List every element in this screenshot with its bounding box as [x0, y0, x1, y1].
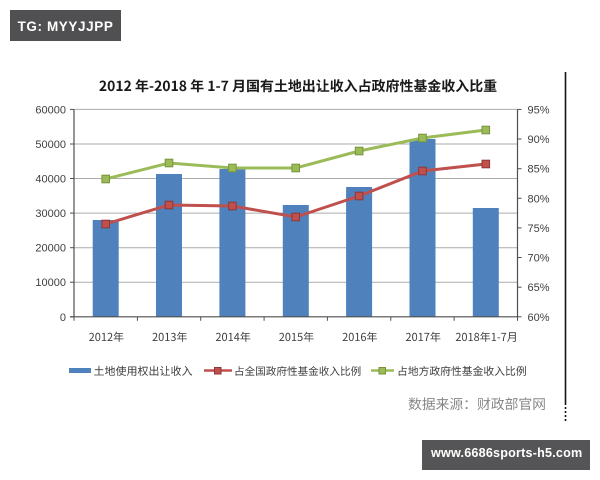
svg-text:30000: 30000	[35, 208, 66, 220]
svg-text:80%: 80%	[528, 193, 550, 205]
svg-text:60%: 60%	[528, 312, 550, 324]
svg-text:50000: 50000	[35, 139, 66, 151]
svg-text:40000: 40000	[35, 174, 66, 186]
svg-text:85%: 85%	[528, 164, 550, 176]
svg-text:20000: 20000	[35, 243, 66, 255]
svg-text:70%: 70%	[528, 253, 550, 265]
svg-text:75%: 75%	[528, 223, 550, 235]
svg-text:10000: 10000	[35, 277, 66, 289]
svg-text:65%: 65%	[528, 282, 550, 294]
svg-text:90%: 90%	[528, 134, 550, 146]
svg-text:0: 0	[60, 312, 66, 324]
svg-text:95%: 95%	[528, 104, 550, 116]
svg-text:60000: 60000	[35, 104, 66, 116]
